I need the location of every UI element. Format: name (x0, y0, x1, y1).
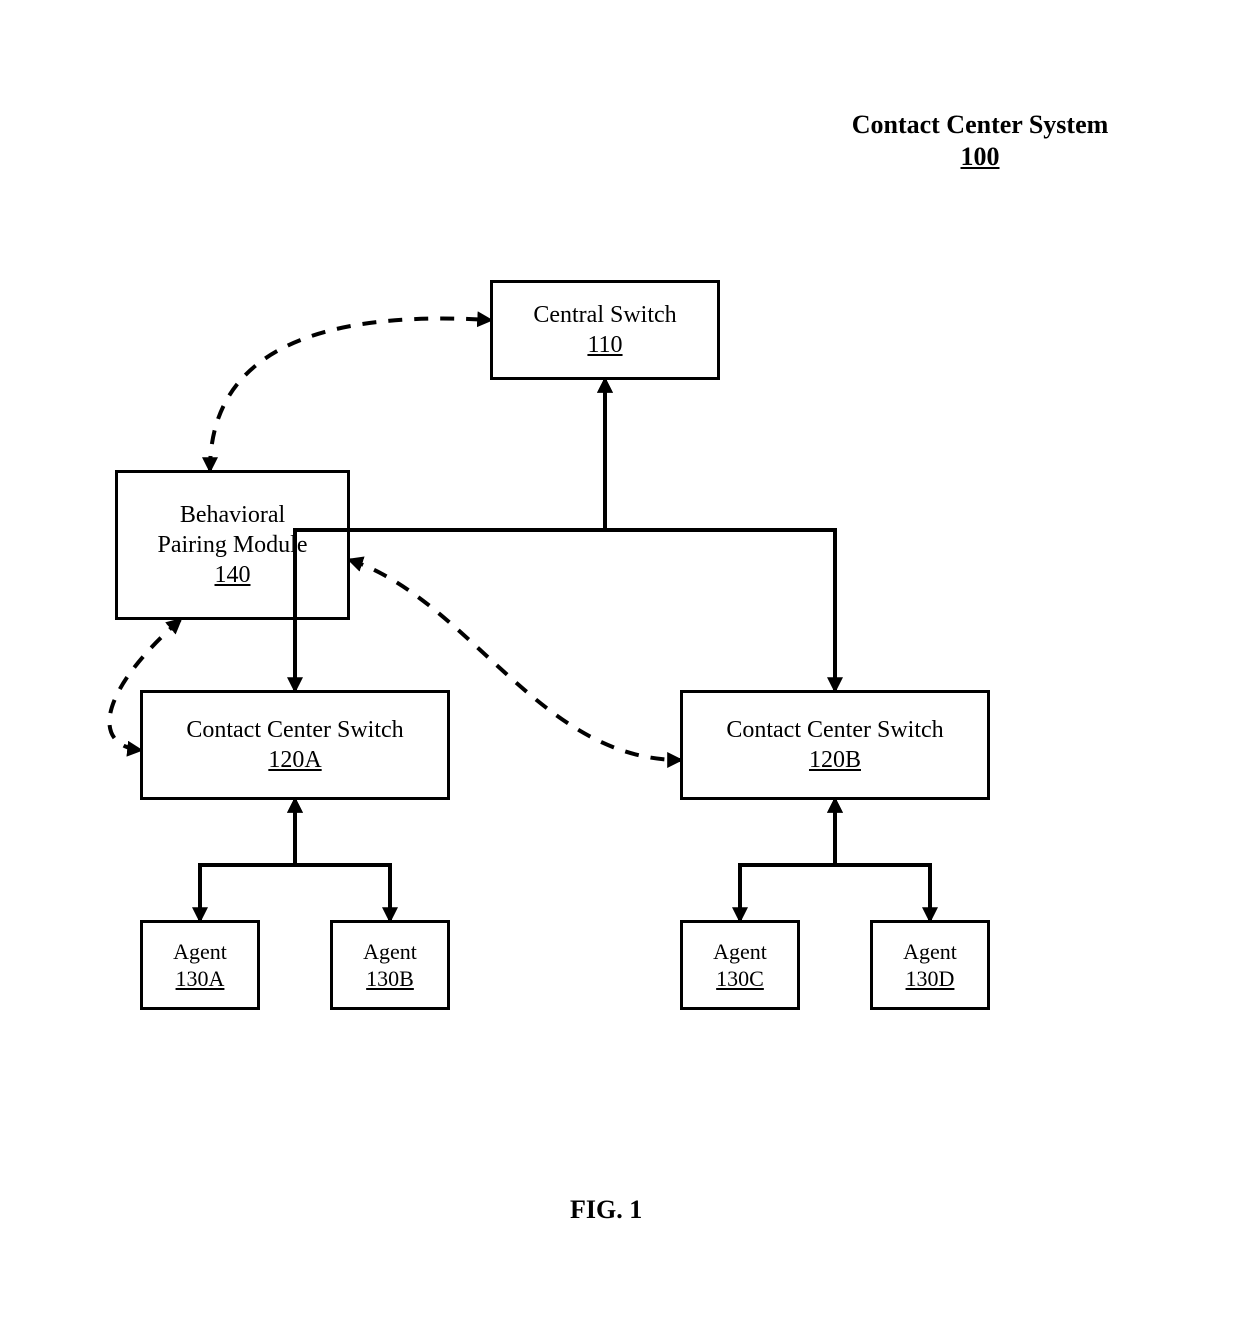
node-label: Agent (363, 938, 417, 966)
node-ref: 130C (716, 965, 764, 993)
node-label: Agent (173, 938, 227, 966)
node-behavioral-pairing-module: BehavioralPairing Module 140 (115, 470, 350, 620)
node-label: Contact Center Switch (186, 715, 403, 745)
node-ref: 130D (906, 965, 955, 993)
node-ref: 130A (176, 965, 225, 993)
diagram-title-ref: 100 (840, 142, 1120, 172)
node-contact-center-switch-b: Contact Center Switch 120B (680, 690, 990, 800)
node-agent-b: Agent 130B (330, 920, 450, 1010)
node-ref: 110 (587, 330, 622, 360)
edge-ccs_b-agent_c (740, 800, 835, 920)
node-label: Central Switch (533, 300, 676, 330)
node-label: Agent (713, 938, 767, 966)
edge-ccs_a-agent_b (295, 800, 390, 920)
node-ref: 140 (215, 560, 251, 590)
diagram-title: Contact Center System 100 (840, 110, 1120, 172)
node-label: Contact Center Switch (726, 715, 943, 745)
edge-bpm-central_switch (210, 319, 490, 470)
node-label: BehavioralPairing Module (158, 500, 308, 560)
node-ref: 120B (809, 745, 861, 775)
node-agent-d: Agent 130D (870, 920, 990, 1010)
diagram-canvas: Contact Center System 100 FIG. 1 Central… (0, 0, 1240, 1338)
node-ref: 130B (366, 965, 414, 993)
node-agent-a: Agent 130A (140, 920, 260, 1010)
node-agent-c: Agent 130C (680, 920, 800, 1010)
node-label: Agent (903, 938, 957, 966)
node-contact-center-switch-a: Contact Center Switch 120A (140, 690, 450, 800)
node-central-switch: Central Switch 110 (490, 280, 720, 380)
figure-caption: FIG. 1 (570, 1195, 642, 1225)
edge-ccs_a-agent_a (200, 800, 295, 920)
edge-central_switch-ccs_b (605, 380, 835, 690)
diagram-title-text: Contact Center System (840, 110, 1120, 140)
edge-ccs_b-agent_d (835, 800, 930, 920)
edges-layer (0, 0, 1240, 1338)
node-ref: 120A (268, 745, 321, 775)
